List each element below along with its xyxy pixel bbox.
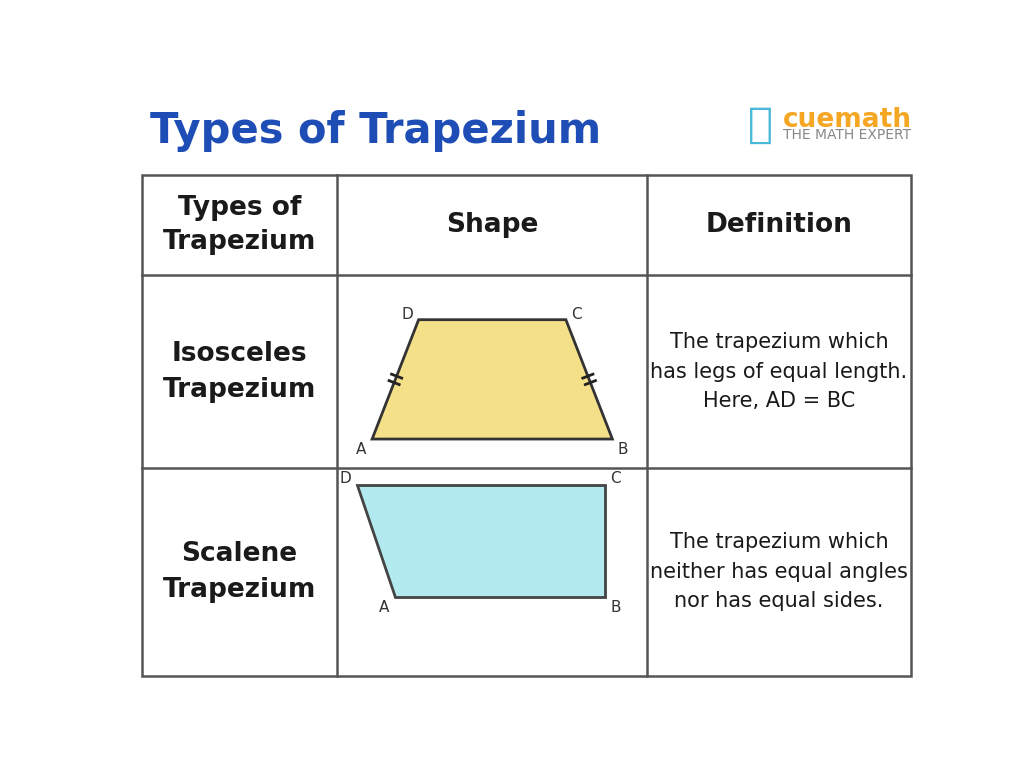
Text: Types of Trapezium: Types of Trapezium xyxy=(150,110,601,151)
Text: 🚀: 🚀 xyxy=(748,104,773,146)
Text: A: A xyxy=(379,600,390,615)
Polygon shape xyxy=(356,485,604,597)
Text: B: B xyxy=(617,442,629,457)
Polygon shape xyxy=(142,175,910,676)
Text: D: D xyxy=(340,472,351,486)
Text: cuemath: cuemath xyxy=(783,107,912,133)
Text: Scalene
Trapezium: Scalene Trapezium xyxy=(163,541,316,603)
Text: The trapezium which
neither has equal angles
nor has equal sides.: The trapezium which neither has equal an… xyxy=(650,532,908,611)
Text: Definition: Definition xyxy=(706,213,852,238)
Text: Isosceles
Trapezium: Isosceles Trapezium xyxy=(163,341,316,402)
Text: D: D xyxy=(401,306,414,322)
Text: C: C xyxy=(610,472,621,486)
Polygon shape xyxy=(372,319,612,439)
Text: A: A xyxy=(356,442,367,457)
Text: Types of
Trapezium: Types of Trapezium xyxy=(163,195,316,256)
Text: B: B xyxy=(610,600,621,615)
Text: Shape: Shape xyxy=(446,213,539,238)
Text: The trapezium which
has legs of equal length.
Here, AD = BC: The trapezium which has legs of equal le… xyxy=(650,332,907,412)
Text: THE MATH EXPERT: THE MATH EXPERT xyxy=(783,128,911,142)
Text: C: C xyxy=(571,306,582,322)
